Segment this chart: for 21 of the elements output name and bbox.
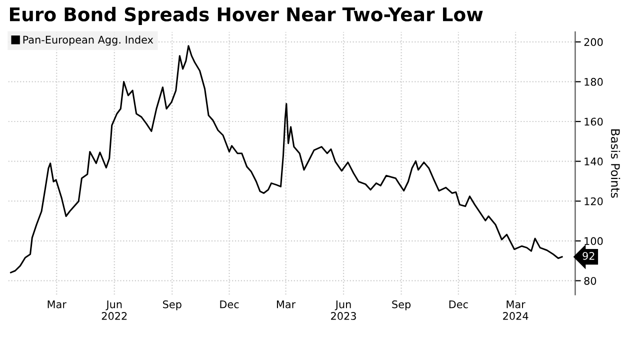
line-series <box>10 45 563 274</box>
x-tick-label: Sep <box>163 300 182 310</box>
y-tick-label: 100 <box>584 237 603 246</box>
x-tick-label: Mar <box>48 300 66 308</box>
y-tick-label: 200 <box>584 38 603 46</box>
x-tick-label: Mar <box>276 300 296 308</box>
x-tick-label: Jun 2022 <box>102 300 127 320</box>
x-tick-label: Sep <box>392 300 411 310</box>
x-tick-label: Dec <box>449 300 468 308</box>
y-tick-label: 140 <box>584 158 603 166</box>
y-tick-label: 180 <box>584 78 603 86</box>
legend-label: Pan-European Agg. Index <box>23 36 154 46</box>
x-tick-label: Mar 2024 <box>503 300 528 320</box>
x-tick-label: Dec <box>220 300 239 308</box>
y-axis-title: Basis Points <box>610 129 620 198</box>
y-tick-label: 80 <box>584 276 596 285</box>
annotation: 92 <box>582 252 594 260</box>
y-tick-label: 160 <box>584 118 603 126</box>
x-tick-label: Jun 2023 <box>331 300 356 320</box>
y-tick-label: 120 <box>584 197 603 206</box>
chart-title: Euro Bond Spreads Hover Near Two-Year Low <box>10 6 483 26</box>
